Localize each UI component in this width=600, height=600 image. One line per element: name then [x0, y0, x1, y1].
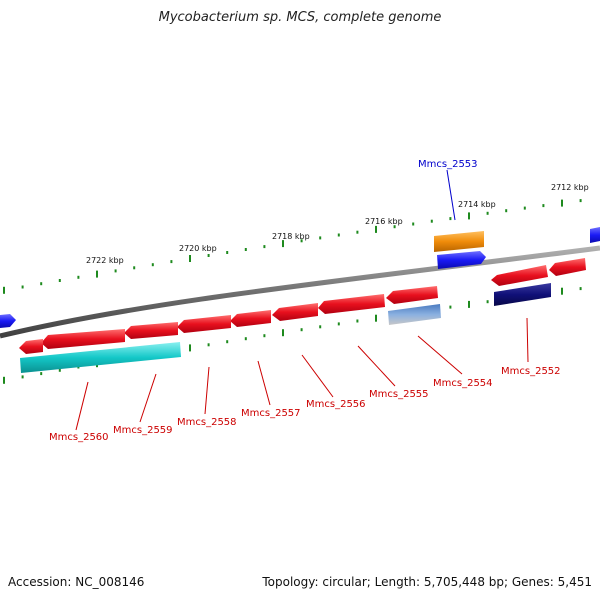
gene-arrow-2559	[124, 322, 178, 339]
gene-arrow-2558	[177, 315, 231, 333]
scale-label-2722: 2722 kbp	[86, 256, 124, 265]
feature-2552-navy	[494, 283, 551, 306]
gene-arrow-2557	[230, 310, 271, 327]
scale-labels: 2712 kbp 2714 kbp 2716 kbp 2718 kbp 2720…	[86, 183, 589, 265]
scale-label-2712: 2712 kbp	[551, 183, 589, 192]
callout-line-2553	[446, 169, 456, 221]
gene-label-2552[interactable]: Mmcs_2552	[501, 366, 561, 377]
scale-label-2720: 2720 kbp	[179, 244, 217, 253]
gene-label-2557[interactable]: Mmcs_2557	[241, 408, 301, 419]
gene-label-2554[interactable]: Mmcs_2554	[433, 378, 493, 389]
gene-label-2560[interactable]: Mmcs_2560	[49, 432, 109, 443]
scale-label-2718: 2718 kbp	[272, 232, 310, 241]
gene-arrow-2555	[318, 294, 385, 314]
callout-line-2559	[139, 373, 157, 423]
gene-label-2553[interactable]: Mmcs_2553	[418, 159, 478, 170]
gene-arrow-blue-right	[590, 227, 600, 243]
feature-2560-cyan	[20, 342, 181, 373]
outer-scale-ticks	[3, 199, 582, 294]
gene-arrow-2553	[434, 231, 484, 252]
gene-arrow-blue-2553	[437, 251, 486, 269]
gene-arrow-left-edge	[19, 339, 43, 354]
gene-arrow-2554	[386, 286, 438, 304]
callout-line-2554	[417, 335, 463, 375]
gene-label-2556[interactable]: Mmcs_2556	[306, 399, 366, 410]
gene-label-2559[interactable]: Mmcs_2559	[113, 425, 173, 436]
gene-arrow-2556	[272, 303, 318, 321]
gene-labels: Mmcs_2553 Mmcs_2552 Mmcs_2554 Mmcs_2555 …	[49, 159, 561, 443]
genome-summary-text: Topology: circular; Length: 5,705,448 bp…	[262, 575, 592, 589]
accession-text: Accession: NC_008146	[8, 575, 145, 589]
genome-backbone	[0, 245, 600, 339]
scale-label-2716: 2716 kbp	[365, 217, 403, 226]
callout-line-2556	[301, 354, 334, 398]
callout-line-2558	[204, 366, 210, 415]
gene-label-2555[interactable]: Mmcs_2555	[369, 389, 429, 400]
gene-label-2558[interactable]: Mmcs_2558	[177, 417, 237, 428]
map-title: Mycobacterium sp. MCS, complete genome	[158, 10, 442, 25]
gene-arrow-2552a	[491, 265, 548, 286]
callout-line-2552	[526, 317, 529, 363]
gene-arrow-blue-left	[0, 314, 16, 328]
scale-label-2714: 2714 kbp	[458, 200, 496, 209]
gene-arrow-2552b	[549, 258, 586, 276]
callout-line-2560	[75, 381, 89, 431]
gene-arrow-2560	[41, 329, 125, 349]
callout-line-2555	[357, 345, 396, 387]
callout-line-2557	[257, 360, 271, 406]
feature-2554-steel	[388, 304, 441, 325]
